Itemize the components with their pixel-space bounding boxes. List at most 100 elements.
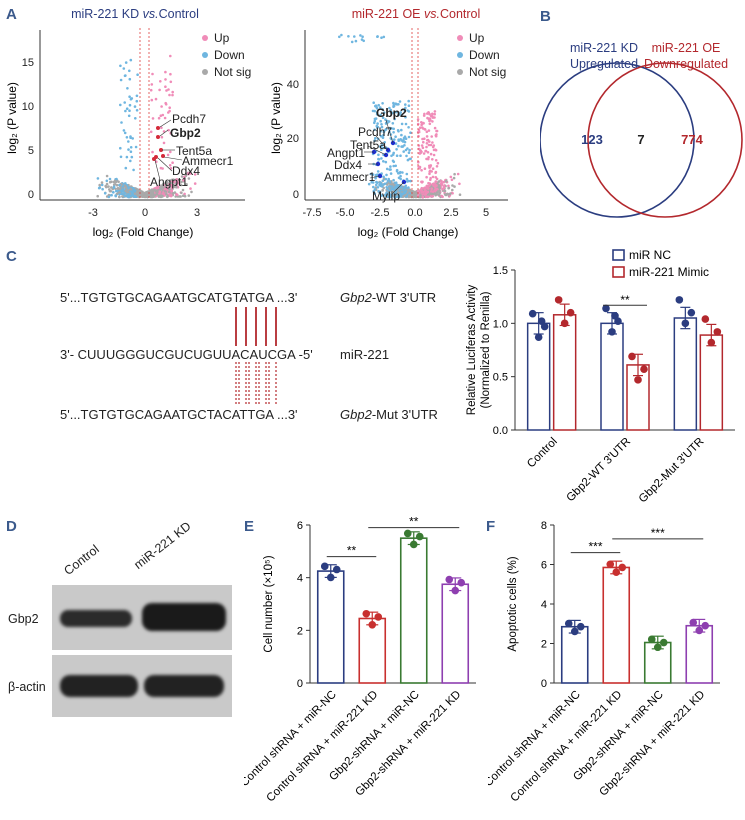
scatter-point [149,130,153,134]
apop-ylabel: Apoptotic cells (%) [507,556,519,651]
cell-ytick-label: 6 [297,520,303,532]
scatter-point [402,187,405,191]
scatter-point [440,179,443,183]
scatter-point [371,173,375,176]
scatter-point [96,177,100,180]
scatter-point [115,189,118,193]
scatter-point [127,148,130,151]
scatter-point [180,175,184,178]
apop-data-point [647,635,656,644]
cell-data-point [326,573,335,582]
volcano-kd-ytick: 0 [28,189,34,201]
scatter-point [435,177,439,181]
scatter-point [435,129,438,133]
scatter-point [382,133,385,137]
scatter-point [417,130,421,134]
scatter-point [181,194,185,197]
scatter-point [151,150,154,154]
scatter-point [431,112,434,116]
scatter-point [395,103,399,106]
scatter-point [389,193,392,196]
volcano-oe-ytick: 40 [287,79,299,91]
scatter-point [164,78,167,81]
scatter-point [456,172,460,176]
scatter-point [438,189,441,193]
scatter-point [386,183,389,186]
luc-data-point [701,315,710,323]
scatter-point [422,152,426,155]
scatter-point [176,180,179,184]
scatter-point [169,181,173,185]
scatter-point [96,194,99,198]
cell-data-point [403,529,412,538]
scatter-point [447,186,450,190]
scatter-point [124,182,127,185]
scatter-point [420,169,423,172]
scatter-point [437,180,441,183]
scatter-point [453,185,456,188]
scatter-point [391,153,395,156]
venn-left-subtitle: Upregulated [570,57,638,71]
scatter-point [397,176,401,180]
scatter-point [156,190,159,193]
scatter-point [129,150,133,153]
scatter-point [430,185,433,188]
luc-data-point [602,304,610,313]
scatter-point [167,88,170,91]
scatter-point [397,113,400,117]
scatter-point [120,192,123,196]
scatter-point [394,164,397,168]
scatter-point [420,144,424,147]
scatter-point [429,143,433,147]
scatter-point [409,131,412,134]
scatter-point [385,191,388,194]
scatter-point [385,173,388,177]
scatter-point [419,151,423,154]
volcano-oe-xtick: -7.5 [303,207,322,219]
scatter-point [426,151,430,154]
scatter-point [392,131,395,134]
scatter-point [125,136,129,139]
scatter-point [167,187,171,191]
volcano-kd-ytick: 5 [28,145,34,157]
scatter-point [371,181,375,184]
cell-data-point [368,621,377,629]
scatter-point [376,181,379,184]
scatter-point [164,85,167,88]
scatter-point [407,104,411,107]
highlight-point [156,135,160,139]
scatter-point [100,181,104,184]
luc-data-point [554,296,563,304]
scatter-point [374,104,377,108]
luc-ytick-label: 0.0 [493,425,508,437]
scatter-point [168,93,171,97]
scatter-point [375,183,378,187]
scatter-point [436,161,440,165]
venn-right-title: miR-221 OE [652,41,721,55]
volcano-kd-title: miR-221 KD vs.Control [71,7,199,21]
scatter-point [108,177,112,181]
scatter-point [395,148,398,151]
scatter-point [425,130,429,134]
scatter-point [379,119,382,123]
scatter-point [162,141,166,145]
scatter-point [373,139,376,142]
scatter-point [119,103,122,107]
scatter-point [157,194,161,198]
volcano-kd-xtick: 3 [194,207,200,219]
scatter-point [129,136,132,139]
scatter-point [124,74,127,77]
scatter-point [174,195,177,198]
scatter-point [173,191,177,194]
scatter-point [380,148,383,151]
luc-data-point [713,328,722,336]
scatter-point [398,195,401,199]
scatter-point [408,148,411,152]
volcano-oe-xtick: 0.0 [407,207,422,219]
scatter-point [406,109,409,112]
scatter-point [394,135,397,138]
scatter-point [177,178,181,181]
scatter-point [103,192,107,195]
scatter-point [181,188,185,192]
